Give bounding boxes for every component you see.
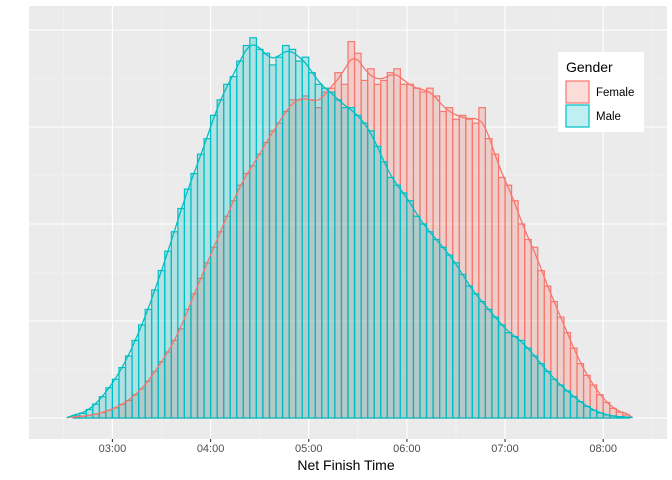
male-histogram-bar [543, 370, 552, 419]
legend-title: Gender [566, 59, 613, 75]
male-histogram-bar [504, 332, 513, 419]
male-histogram-bar [432, 238, 441, 419]
x-axis-ticks: 03:00 04:00 05:00 06:00 07:00 08:00 [99, 439, 617, 455]
male-histogram-bar [249, 37, 257, 419]
male-histogram-bar [393, 184, 401, 419]
male-histogram-bar [484, 308, 493, 419]
male-histogram-bar [445, 254, 454, 419]
male-histogram-bar [439, 246, 447, 419]
x-tick-label: 04:00 [197, 443, 225, 455]
legend-item-female[interactable]: Female [565, 80, 634, 104]
male-histogram-bar [497, 324, 506, 419]
male-histogram-bar [465, 285, 473, 419]
male-histogram-bar [118, 366, 127, 419]
male-histogram-bar [236, 60, 244, 419]
legend-item-male[interactable]: Male [565, 104, 621, 128]
x-axis-title: Net Finish Time [297, 457, 394, 473]
male-histogram-bar [491, 316, 500, 419]
male-histogram-bar [373, 145, 382, 419]
male-histogram-bar [255, 48, 264, 419]
legend-label-male: Male [596, 111, 621, 123]
male-histogram-bar [452, 262, 460, 419]
male-histogram-bar [177, 207, 186, 419]
male-histogram-bar [334, 99, 343, 419]
male-histogram-bar [308, 72, 316, 419]
male-histogram-bar [242, 44, 251, 419]
male-histogram-bar [419, 223, 428, 419]
male-histogram-bar [517, 339, 526, 419]
male-histogram-bar [151, 289, 159, 419]
male-histogram-bar [262, 52, 271, 419]
legend-key-male [565, 104, 590, 128]
male-histogram-bar [314, 83, 323, 419]
x-tick-label: 08:00 [589, 443, 617, 455]
male-histogram-bar [569, 396, 578, 419]
male-histogram-bar [380, 161, 388, 419]
male-histogram-bar [550, 378, 558, 419]
male-histogram-bar [576, 401, 585, 419]
male-histogram-bar [268, 64, 277, 419]
male-histogram-bar [111, 378, 120, 419]
male-histogram-bar [105, 387, 114, 419]
male-histogram-bar [229, 75, 238, 419]
male-histogram-bar [223, 83, 231, 419]
male-histogram-bar [530, 355, 539, 419]
male-histogram-bar [556, 384, 565, 419]
x-tick-label: 03:00 [99, 443, 127, 455]
male-histogram-bar [98, 396, 107, 419]
male-histogram-bar [138, 324, 146, 419]
x-tick-label: 06:00 [393, 443, 421, 455]
male-histogram-bar [170, 231, 179, 419]
male-histogram-bar [471, 293, 480, 419]
x-tick-label: 07:00 [491, 443, 519, 455]
male-histogram-bar [196, 153, 205, 419]
male-histogram-bar [360, 122, 369, 419]
male-histogram-bar [275, 56, 284, 419]
male-histogram-bar [144, 308, 153, 419]
male-histogram-bar [157, 269, 166, 419]
legend-background [558, 52, 644, 132]
male-histogram-bar [347, 106, 356, 419]
male-histogram-bar [353, 114, 362, 419]
male-histogram-bar [216, 99, 225, 419]
male-histogram-bar [386, 176, 395, 419]
male-histogram-bar [209, 114, 218, 419]
density-curves [66, 44, 634, 419]
male-histogram-bar [458, 273, 467, 419]
male-histogram-bar [327, 91, 336, 419]
male-histogram-bar [563, 390, 572, 419]
male-density-curve [66, 44, 633, 419]
male-histogram-bar [203, 138, 212, 419]
male-histogram-bar [399, 192, 408, 419]
legend[interactable]: Gender Female Male [558, 52, 644, 132]
male-histogram-bar [164, 250, 172, 419]
male-histogram-bar [340, 106, 349, 419]
male-histogram-bar [524, 347, 532, 419]
male-histogram-bar [295, 60, 303, 419]
male-histogram-bar [406, 200, 415, 419]
male-histogram-bar [537, 363, 545, 419]
male-histogram-bar [367, 130, 375, 419]
male-histogram-bar [321, 87, 329, 419]
legend-label-female: Female [596, 87, 634, 99]
legend-key-female [565, 80, 590, 104]
male-histogram-bar [124, 355, 133, 419]
male-histogram-bar [131, 339, 140, 419]
male-histogram-bar [301, 56, 310, 419]
x-tick-label: 05:00 [295, 443, 323, 455]
female-density-curve [66, 58, 634, 419]
male-histogram-bar [425, 231, 434, 419]
male-histogram-bar [412, 215, 421, 419]
male-histogram-bar [478, 301, 487, 419]
male-histogram-bar [281, 44, 290, 419]
male-histogram-bar [510, 335, 519, 419]
male-histogram-bar [92, 403, 100, 419]
